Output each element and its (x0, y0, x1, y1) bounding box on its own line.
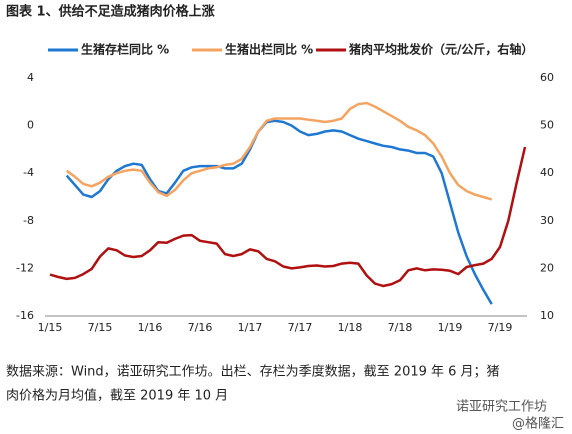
y-tick-label: 4 (27, 71, 34, 84)
source-note: 肉价格为月均值，截至 2019 年 10 月 (6, 388, 228, 404)
y2-tick-label: 50 (540, 119, 554, 132)
y2-tick-label: 20 (540, 261, 554, 274)
x-tick-label: 1/18 (338, 321, 363, 334)
legend-label: 生猪出栏同比 % (225, 42, 313, 57)
y-tick-label: -16 (16, 309, 34, 322)
x-tick-label: 7/15 (88, 321, 113, 334)
y-tick-label: 0 (27, 119, 34, 132)
x-tick-label: 7/17 (288, 321, 313, 334)
series-line (65, 101, 493, 201)
x-tick-label: 7/19 (488, 321, 513, 334)
x-tick-label: 1/15 (38, 321, 63, 334)
x-tick-label: 1/19 (438, 321, 463, 334)
y2-tick-label: 40 (540, 166, 554, 179)
y2-tick-label: 60 (540, 71, 554, 84)
x-tick-label: 1/17 (238, 321, 263, 334)
y-tick-label: -8 (23, 214, 34, 227)
watermark: 诺亚研究工作坊 (456, 400, 547, 415)
chart-title: 图表 1、供给不足造成猪肉价格上涨 (6, 4, 215, 20)
x-tick-label: 7/18 (388, 321, 413, 334)
y2-tick-label: 30 (540, 214, 554, 227)
y2-tick-label: 10 (540, 309, 554, 322)
y-tick-label: -4 (23, 166, 34, 179)
watermark: @格隆汇 (512, 416, 564, 432)
series-line (49, 146, 527, 288)
source-note: 数据来源：Wind，诺亚研究工作坊。出栏、存栏为季度数据，截至 2019 年 6… (6, 364, 500, 380)
legend-label: 生猪存栏同比 % (81, 42, 169, 57)
series-line (65, 119, 493, 305)
x-tick-label: 1/16 (138, 321, 163, 334)
x-tick-label: 7/16 (188, 321, 213, 334)
legend-label: 猪肉平均批发价（元/公斤，右轴） (348, 42, 533, 57)
y-tick-label: -12 (16, 261, 34, 274)
